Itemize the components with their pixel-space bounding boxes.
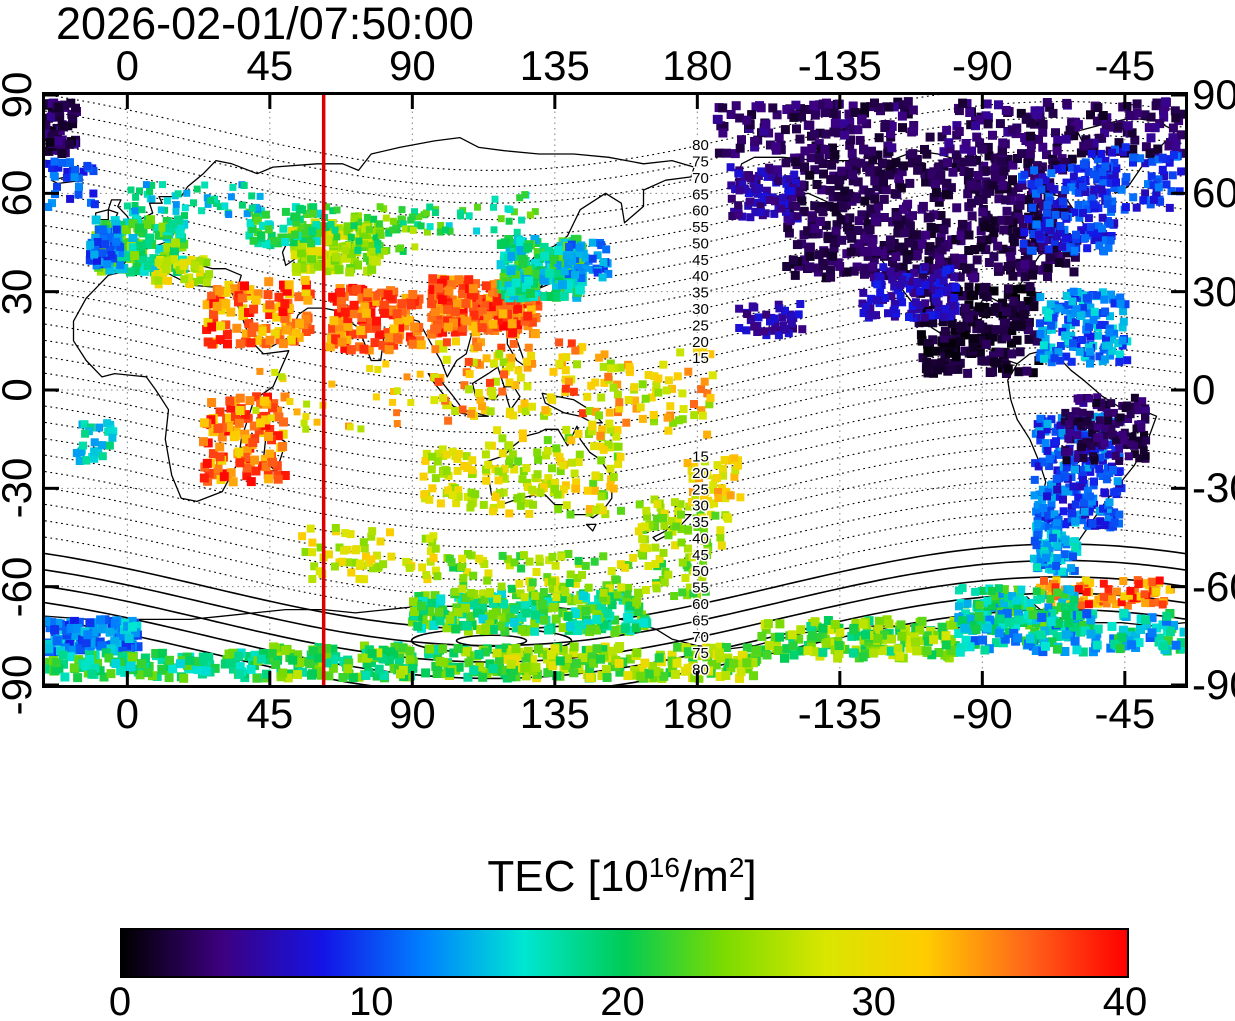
y-axis-label-left: 0 [0,378,41,401]
contour-label: 60 [692,203,709,220]
y-axis-label-right: -30 [1192,464,1235,512]
contour-label: 80 [692,137,709,154]
colorbar-title: TEC [1016/m2] [487,852,756,902]
x-axis-label-top: -135 [797,42,882,89]
contour-label: 55 [692,580,709,597]
colorbar-title-mid: /m [679,852,729,901]
map-plot-frame: 15 15 20 20 25 25 30 30 35 35 40 40 45 45 50 50 55 55 60 60… [42,92,1188,688]
y-axis-label-left: -90 [0,654,40,716]
contour-label: 40 [692,530,709,547]
contour-labels: 1515202025253030353540404545505055556060… [691,136,711,680]
contour-label: 15 [692,449,709,466]
y-axis-label-right: 30 [1192,267,1235,315]
x-axis-label-bottom: -135 [797,690,882,737]
contour-label: 70 [692,170,709,187]
x-axis-label-bottom: 90 [388,690,436,737]
y-axis-label-right: -90 [1192,661,1235,708]
x-axis-label-top: 180 [662,42,733,89]
colorbar-tick-label: 30 [851,980,897,1021]
colorbar-tick-label: 20 [600,980,645,1021]
y-axis-label-left: 90 [0,71,40,119]
x-axis-label-bottom: -45 [1094,690,1156,737]
x-axis-label-top: 0 [115,42,140,89]
contour-label: 45 [692,252,709,269]
y-axis-label-left: 60 [0,169,40,217]
contour-label: 40 [692,268,709,285]
contour-label: 65 [692,612,709,629]
contour-label: 30 [692,498,709,515]
x-axis-label-bottom: 45 [246,690,294,737]
x-axis-label-bottom: 180 [662,690,733,737]
contour-label: 50 [692,235,709,252]
x-axis-label-top: 135 [519,42,590,89]
contour-label: 45 [692,547,709,564]
contour-label: 25 [692,481,709,498]
contour-label: 20 [692,465,709,482]
colorbar-gradient [120,928,1129,978]
y-axis-label-left: -60 [0,556,40,618]
contour-label: 60 [692,596,709,613]
y-axis-label-left: -30 [0,457,40,519]
contour-label: 70 [692,629,709,646]
colorbar-title-prefix: TEC [10 [487,852,649,901]
colorbar-tick-label: 40 [1102,980,1148,1021]
contour-label: 50 [692,563,709,580]
world-map-canvas: 1515202025253030353540404545505055556060… [45,95,1185,685]
contour-label: 25 [692,317,709,334]
x-axis-label-top: -90 [951,42,1013,89]
x-axis-label-bottom: -90 [951,690,1013,737]
contour-label: 35 [692,285,709,302]
colorbar-title-suffix: ] [744,852,757,901]
contour-label: 20 [692,334,709,351]
x-axis-label-top: 45 [246,42,294,89]
plot-title: 2026-02-01/07:50:00 [56,0,474,49]
contour-label: 30 [692,301,709,318]
y-axis-label-left: 30 [0,268,40,316]
colorbar-tick-label: 0 [108,980,132,1021]
colorbar-title-exp2: 2 [728,852,745,883]
y-axis-label-right: 90 [1192,71,1235,118]
x-axis-label-top: 90 [388,42,436,89]
axis-ticks [45,95,1185,685]
contour-label: 75 [692,154,709,171]
y-axis-label-right: 60 [1192,169,1235,217]
y-axis-label-right: 0 [1192,366,1216,413]
x-axis-label-bottom: 135 [519,690,590,737]
contour-label: 65 [692,186,709,203]
colorbar-title-exp1: 16 [648,852,680,883]
tec-cells [45,97,1185,683]
y-axis-label-right: -60 [1192,562,1235,610]
contour-label: 55 [692,219,709,236]
contour-label: 80 [692,662,709,679]
colorbar-tick-label: 10 [349,980,394,1021]
x-axis-label-top: -45 [1094,42,1156,89]
x-axis-label-bottom: 0 [115,690,140,737]
contour-label: 75 [692,645,709,662]
contour-label: 35 [692,514,709,531]
contour-label: 15 [692,350,709,367]
